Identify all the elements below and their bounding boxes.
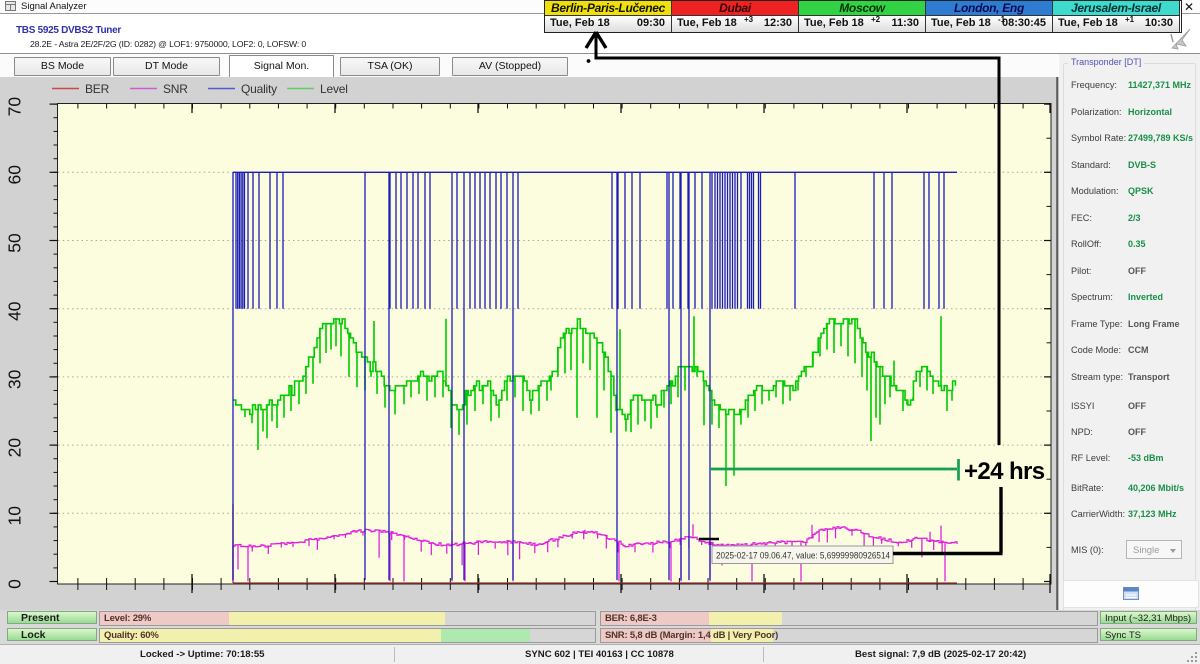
svg-text:0: 0 bbox=[5, 579, 25, 589]
svg-text:2025-02-17 09.06.47, value: 5,: 2025-02-17 09.06.47, value: 5,6999998092… bbox=[716, 551, 890, 561]
svg-text:BER: BER bbox=[85, 82, 110, 96]
svg-text:SNR: SNR bbox=[163, 82, 188, 96]
svg-text:20: 20 bbox=[5, 438, 25, 458]
svg-text:60: 60 bbox=[5, 165, 25, 185]
svg-text:30: 30 bbox=[5, 369, 25, 389]
svg-text:50: 50 bbox=[5, 233, 25, 253]
svg-text:+24 hrs: +24 hrs bbox=[964, 458, 1045, 485]
svg-text:10: 10 bbox=[5, 506, 25, 526]
svg-text:40: 40 bbox=[5, 301, 25, 321]
svg-text:Quality: Quality bbox=[241, 82, 277, 96]
svg-text:Level: Level bbox=[320, 82, 348, 96]
svg-text:70: 70 bbox=[5, 97, 25, 117]
